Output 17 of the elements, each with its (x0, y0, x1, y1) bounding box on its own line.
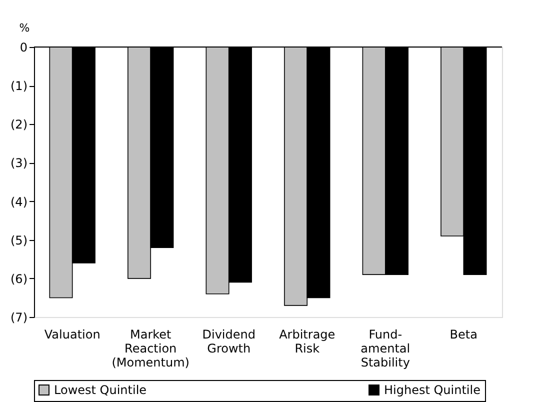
y-axis-title: % (19, 22, 30, 34)
y-tick-label: (5) (10, 233, 28, 248)
y-tick-label: (2) (10, 118, 28, 132)
x-tick-label: Arbitrage Risk (279, 328, 336, 356)
y-tick-label: (7) (10, 310, 28, 324)
y-tick-label: (6) (10, 272, 28, 286)
x-tick-label: Beta (450, 328, 478, 342)
x-tick-label: Dividend Growth (202, 328, 256, 356)
x-tick-label: Market Reaction (Momentum) (112, 328, 190, 370)
y-tick-label: (4) (10, 194, 28, 209)
y-tick-label: (1) (10, 79, 28, 94)
legend-label: Highest Quintile (384, 383, 480, 397)
y-tick-label: (3) (10, 156, 28, 170)
y-tick-label: 0 (20, 40, 28, 54)
x-tick-label: Fund- amental Stability (360, 328, 410, 370)
legend-label: Lowest Quintile (54, 383, 147, 397)
x-tick-label: Valuation (44, 328, 100, 342)
